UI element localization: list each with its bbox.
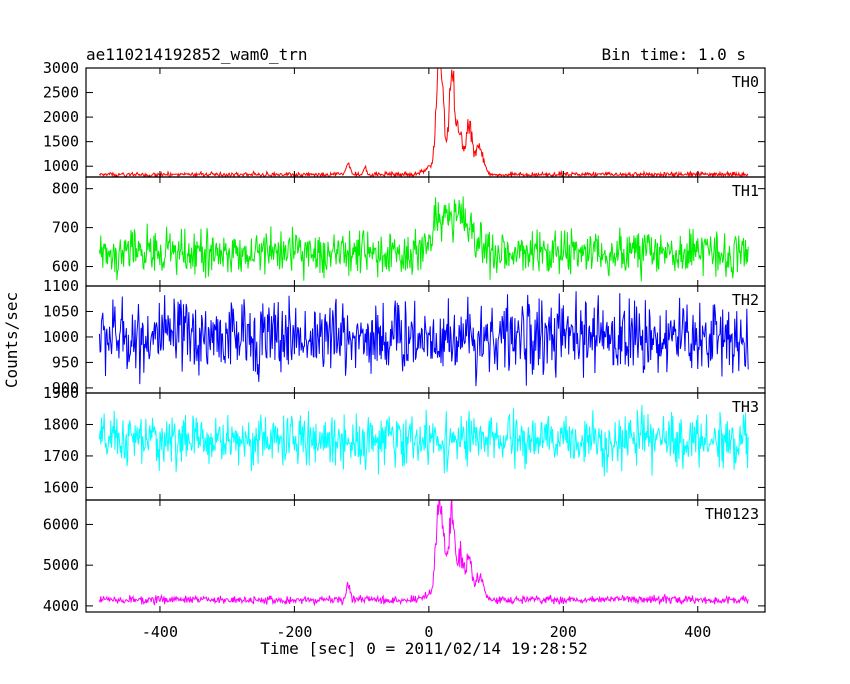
x-tick-label: 0 (424, 623, 433, 641)
panel-label-th1: TH1 (732, 182, 759, 200)
series-th3 (98, 404, 749, 477)
y-tick-label: 1700 (43, 447, 79, 465)
series-th0123 (98, 500, 749, 607)
y-tick-label: 600 (52, 258, 79, 276)
y-tick-label: 1050 (43, 302, 79, 320)
y-tick-label: 1600 (43, 478, 79, 496)
y-tick-label: 1100 (43, 277, 79, 295)
panel-th3: 1600 1700 1800 1900 TH3 (43, 384, 766, 501)
panel-frame (85, 176, 766, 287)
y-tick-label: 2500 (43, 84, 79, 102)
series-th1 (98, 196, 749, 282)
series-th2 (98, 291, 749, 387)
y-axis-label: Counts/sec (2, 292, 21, 388)
y-tick-label: 5000 (43, 556, 79, 574)
series-th0 (99, 68, 749, 177)
chart-title: ae110214192852_wam0_trn (86, 45, 308, 64)
panel-frame (85, 67, 766, 178)
y-tick-label: 1500 (43, 133, 79, 151)
y-tick-label: 6000 (43, 515, 79, 533)
panel-th0123: 4000 5000 6000 TH0123 (43, 499, 766, 615)
panel-frame (85, 499, 766, 613)
y-tick-label: 950 (52, 353, 79, 371)
panel-th1: 600 700 800 TH1 (52, 176, 766, 287)
x-tick-label: -400 (142, 623, 178, 641)
y-tick-label: 800 (52, 180, 79, 198)
panel-th0: 1000 1500 2000 2500 3000 TH0 (43, 59, 766, 178)
panel-label-th0: TH0 (732, 73, 759, 91)
panel-th2: 900 950 1000 1050 1100 TH2 (43, 277, 766, 397)
y-tick-label: 700 (52, 219, 79, 237)
y-tick-label: 1000 (43, 157, 79, 175)
x-axis-label: Time [sec] 0 = 2011/02/14 19:28:52 (260, 639, 588, 658)
x-tick-label: 400 (684, 623, 711, 641)
y-tick-label: 2000 (43, 108, 79, 126)
bin-time-label: Bin time: 1.0 s (602, 45, 747, 64)
panel-label-th0123: TH0123 (705, 505, 759, 523)
x-tick-label: 200 (550, 623, 577, 641)
y-tick-label: 3000 (43, 59, 79, 77)
y-tick-label: 1000 (43, 328, 79, 346)
panel-label-th2: TH2 (732, 291, 759, 309)
y-tick-label: 1800 (43, 415, 79, 433)
y-tick-label: 900 (52, 379, 79, 397)
x-tick-label: -200 (276, 623, 312, 641)
y-tick-label: 1900 (43, 384, 79, 402)
y-tick-label: 4000 (43, 597, 79, 615)
panel-label-th3: TH3 (732, 398, 759, 416)
